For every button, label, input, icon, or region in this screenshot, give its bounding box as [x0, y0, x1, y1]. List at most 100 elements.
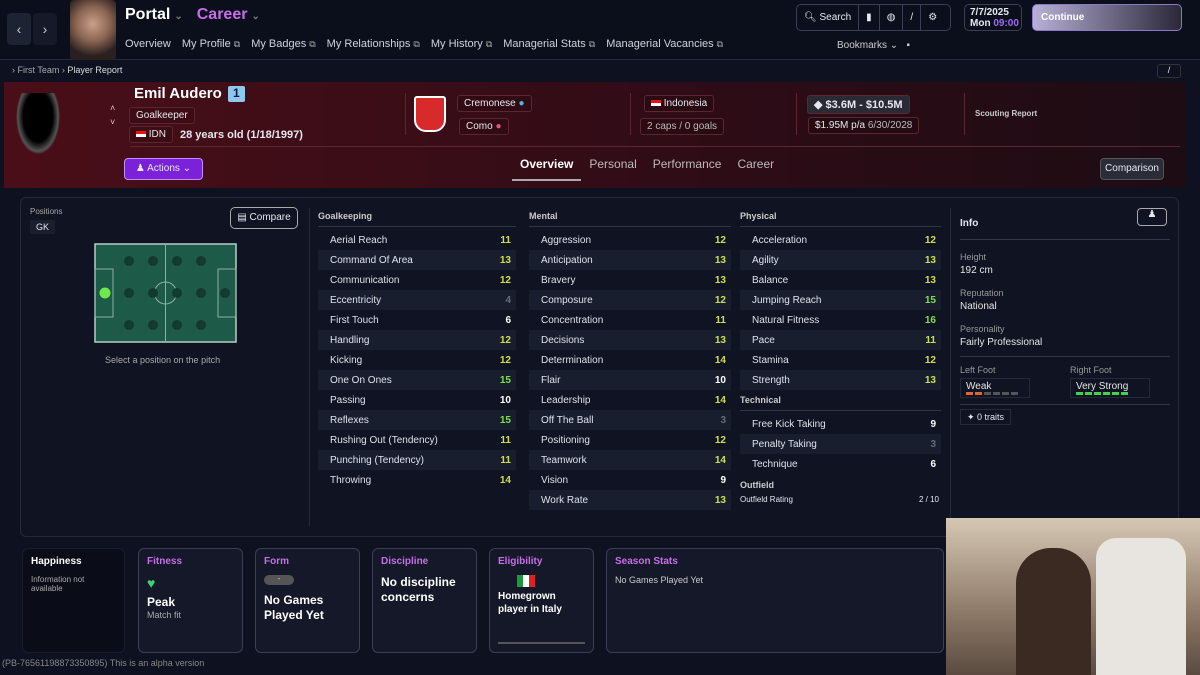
foot-level-segment — [1112, 392, 1119, 395]
chat-icon: ▪ — [906, 40, 911, 51]
actions-button[interactable]: ♟ Actions ⌄ — [124, 158, 203, 180]
attribute-row: Flair 10 — [529, 370, 731, 390]
foot-level-segment — [1094, 392, 1101, 395]
player-profile-icon[interactable]: ♟ — [1137, 208, 1167, 226]
scout-icon[interactable]: ◍ — [880, 5, 904, 30]
club-link[interactable]: Cremonese ● — [457, 95, 532, 112]
italy-flag-icon — [517, 575, 535, 587]
mental-attributes: Mental Aggression 12 Anticipation 13 Bravery 1… — [529, 211, 731, 510]
attribute-value: 15 — [499, 414, 511, 426]
scouting-report[interactable]: Scouting Report — [975, 109, 1038, 118]
pitch-position-dot[interactable] — [124, 256, 134, 266]
pitch-position-dot[interactable] — [196, 288, 206, 298]
attribute-row: One On Ones 15 — [318, 370, 516, 390]
attribute-value: 13 — [714, 254, 726, 266]
attribute-value: 4 — [505, 294, 511, 306]
pitch-position-dot[interactable] — [220, 288, 230, 298]
attribute-value: 12 — [499, 334, 511, 346]
pitch-position-dot[interactable] — [196, 256, 206, 266]
back-button[interactable]: ‹ — [7, 13, 31, 45]
pitch-position-dot[interactable] — [148, 320, 158, 330]
nav-my-badges[interactable]: My Badges ⧉ — [251, 38, 316, 50]
attribute-name: Off The Ball — [541, 414, 594, 426]
bookmark-icon[interactable]: ▮ — [859, 5, 880, 30]
pitch-position-dot[interactable] — [172, 288, 182, 298]
season-stats-card: Season Stats No Games Played Yet — [606, 548, 944, 653]
pitch-position-dot[interactable] — [172, 320, 182, 330]
pitch-position-dot[interactable] — [196, 320, 206, 330]
nav-my-relationships[interactable]: My Relationships ⧉ — [326, 38, 420, 50]
pitch-position-gk-selected[interactable] — [99, 287, 111, 299]
attribute-row: Punching (Tendency) 11 — [318, 450, 516, 470]
attribute-row: Throwing 14 — [318, 470, 516, 490]
attribute-row: Anticipation 13 — [529, 250, 731, 270]
attribute-row: Passing 10 — [318, 390, 516, 410]
foot-level-segment — [993, 392, 1000, 395]
traits-button[interactable]: ✦ 0 traits — [960, 409, 1012, 425]
contract: $1.95M p/a 6/30/2028 — [808, 117, 920, 134]
nav-my-profile[interactable]: My Profile ⧉ — [181, 38, 241, 50]
attribute-value: 12 — [924, 354, 936, 366]
attribute-name: Technique — [752, 458, 798, 470]
attribute-name: Agility — [752, 254, 779, 266]
position-gk: GK — [30, 220, 56, 234]
attribute-name: Leadership — [541, 394, 591, 406]
attribute-value: 9 — [930, 418, 936, 430]
attribute-name: Handling — [330, 334, 370, 346]
prev-next-player[interactable]: ˄ ˅ — [110, 103, 116, 127]
attribute-row: Free Kick Taking 9 — [740, 414, 941, 434]
happiness-card: Happiness Information not available — [22, 548, 125, 653]
heart-icon: ♥ — [147, 575, 156, 591]
goalkeeping-attributes: Goalkeeping Aerial Reach 11 Command Of Area… — [318, 211, 516, 490]
nation-link[interactable]: Indonesia — [644, 95, 715, 112]
pitch-position-dot[interactable] — [172, 256, 182, 266]
pitch-position-dot[interactable] — [124, 288, 134, 298]
portal-menu[interactable]: Portal ⌄ — [125, 6, 183, 23]
attribute-value: 6 — [505, 314, 511, 326]
pitch-position-dot[interactable] — [148, 256, 158, 266]
bookmarks-dropdown[interactable]: Bookmarks ⌄ ▪ — [837, 40, 911, 51]
nav-managerial-stats[interactable]: Managerial Stats ⧉ — [503, 38, 596, 50]
tab-overview[interactable]: Overview — [512, 157, 582, 181]
gear-icon[interactable]: ⚙ — [928, 12, 938, 23]
pitch-position-dot[interactable] — [148, 288, 158, 298]
tab-performance[interactable]: Performance — [652, 157, 722, 171]
career-menu[interactable]: Career ⌄ — [196, 6, 260, 23]
left-foot: Weak — [960, 378, 1030, 398]
attribute-row: Strength 13 — [740, 370, 941, 390]
attribute-row: Aerial Reach 11 — [318, 230, 516, 250]
edit-button[interactable]: / — [1157, 64, 1181, 78]
pitch-position-dot[interactable] — [124, 320, 134, 330]
compare-button[interactable]: ▤ Compare — [230, 207, 298, 229]
player-age: 28 years old (1/18/1997) — [180, 128, 303, 141]
attribute-name: Reflexes — [330, 414, 369, 426]
attribute-name: Passing — [330, 394, 366, 406]
forward-button[interactable]: › — [33, 13, 57, 45]
attribute-name: Strength — [752, 374, 790, 386]
physical-attributes: Physical Acceleration 12 Agility 13 Balance 13… — [740, 211, 941, 504]
tab-career[interactable]: Career — [737, 157, 775, 171]
nav-my-history[interactable]: My History ⧉ — [430, 38, 493, 50]
attribute-row: Positioning 12 — [529, 430, 731, 450]
pen-icon[interactable]: / — [903, 5, 922, 30]
crumb-first-team[interactable]: First Team — [17, 65, 60, 75]
tab-personal[interactable]: Personal — [589, 157, 637, 171]
nav-managerial-vacancies[interactable]: Managerial Vacancies ⧉ — [606, 38, 724, 50]
pitch-hint: Select a position on the pitch — [105, 355, 221, 365]
loan-club-link[interactable]: Como ● — [459, 118, 509, 135]
attribute-row: First Touch 6 — [318, 310, 516, 330]
comparison-button[interactable]: Comparison — [1100, 158, 1164, 180]
attribute-name: Jumping Reach — [752, 294, 822, 306]
search-button[interactable]: 🔍︎ Search — [797, 5, 860, 30]
nation-age-row: IDN 28 years old (1/18/1997) — [129, 126, 303, 143]
continue-button[interactable]: Continue — [1032, 4, 1182, 31]
attribute-value: 13 — [924, 254, 936, 266]
alpha-notice: (PB-76561198873350895) This is an alpha … — [2, 658, 205, 668]
webcam-overlay — [946, 518, 1200, 675]
nav-overview[interactable]: Overview — [125, 38, 171, 50]
attribute-name: Determination — [541, 354, 604, 366]
pitch[interactable] — [94, 243, 237, 343]
attribute-name: Flair — [541, 374, 561, 386]
attribute-row: Decisions 13 — [529, 330, 731, 350]
game-date[interactable]: 7/7/2025 Mon 09:00 — [964, 4, 1022, 31]
